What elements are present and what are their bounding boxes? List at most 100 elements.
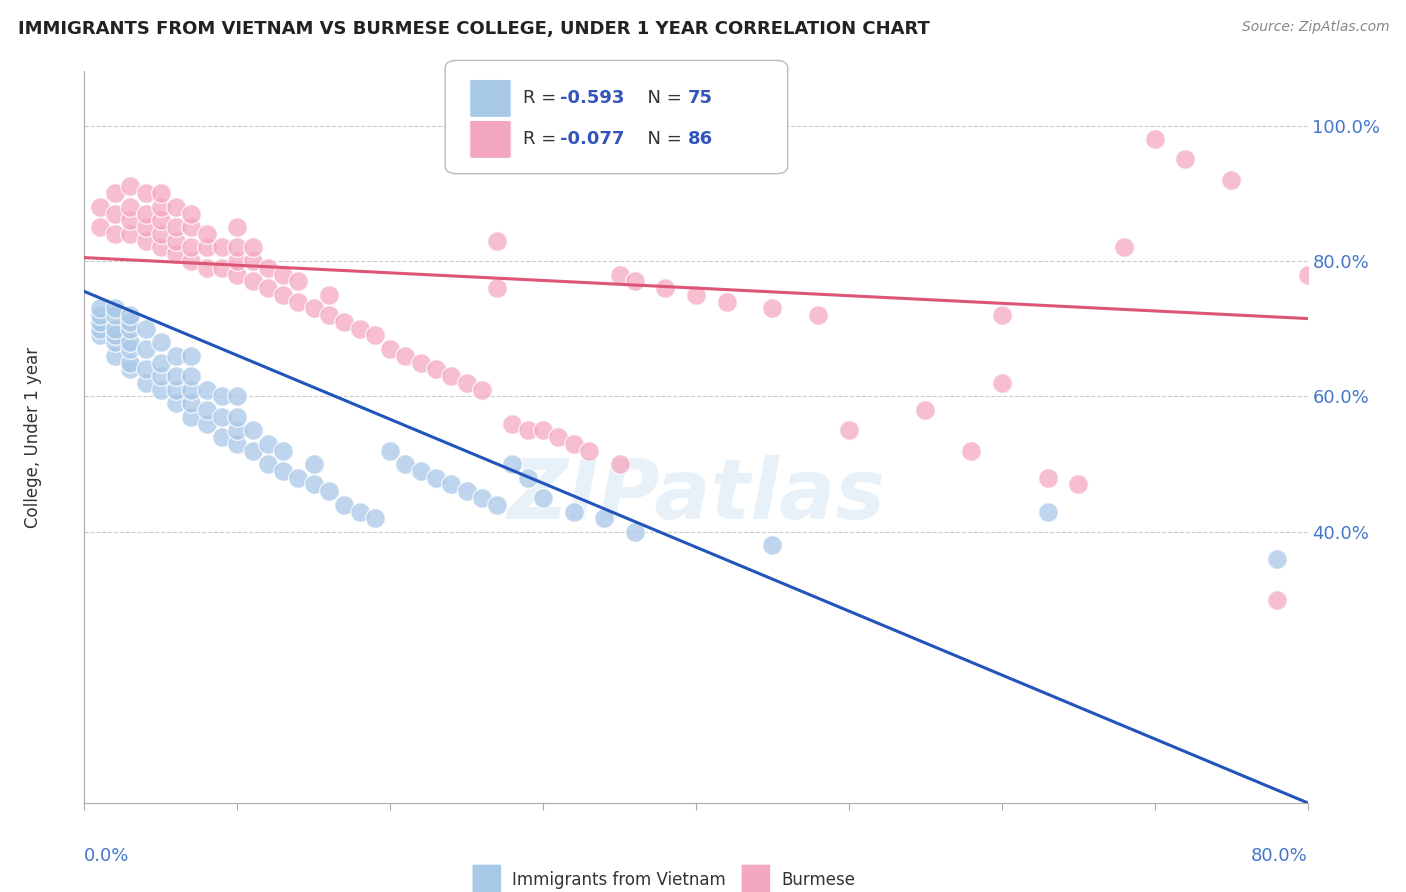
Point [211,430,233,444]
Point [149,383,172,397]
Point [271,288,294,302]
Point [89,308,111,322]
Point [104,335,127,350]
Point [1114,240,1136,254]
Point [654,281,676,295]
Point [180,383,202,397]
Point [104,227,127,241]
Point [318,288,340,302]
Point [104,349,127,363]
Point [287,294,309,309]
Text: Burmese: Burmese [782,871,856,888]
Point [226,268,249,282]
Point [149,335,172,350]
Point [180,206,202,220]
Point [135,234,157,248]
Text: N =: N = [636,89,688,107]
Point [135,322,157,336]
Point [1265,592,1288,607]
Point [180,396,202,410]
Point [135,206,157,220]
Text: 75: 75 [688,89,713,107]
Point [195,417,218,431]
Point [562,505,585,519]
Point [685,288,707,302]
Point [180,240,202,254]
Text: R =: R = [523,130,562,148]
Point [180,220,202,235]
Point [456,484,478,499]
Point [226,423,249,437]
Point [257,260,280,275]
FancyBboxPatch shape [741,864,770,892]
Point [1036,505,1059,519]
Point [226,220,249,235]
Text: N =: N = [636,130,688,148]
Point [120,322,142,336]
Point [89,301,111,316]
Point [409,355,432,369]
Point [516,471,538,485]
Point [242,274,264,288]
Point [165,396,187,410]
Point [226,437,249,451]
Point [531,423,554,437]
Point [380,443,402,458]
Point [394,457,416,471]
Point [531,491,554,505]
Point [609,457,631,471]
Point [471,383,494,397]
Point [1265,552,1288,566]
Point [318,308,340,322]
FancyBboxPatch shape [446,61,787,174]
Point [195,383,218,397]
Point [716,294,738,309]
Point [165,349,187,363]
Point [165,369,187,384]
Point [226,389,249,403]
Point [120,200,142,214]
Point [104,328,127,343]
Point [271,268,294,282]
Point [471,491,494,505]
Point [149,369,172,384]
Point [302,457,325,471]
Point [593,511,616,525]
Point [180,349,202,363]
Point [135,376,157,390]
Point [165,383,187,397]
Point [242,240,264,254]
Point [1036,471,1059,485]
Point [89,315,111,329]
Text: 86: 86 [688,130,713,148]
Point [104,186,127,201]
Point [120,342,142,356]
Point [380,342,402,356]
Point [149,227,172,241]
Point [226,254,249,268]
Point [242,443,264,458]
Point [486,281,509,295]
Point [211,240,233,254]
Point [302,477,325,491]
Point [914,403,936,417]
Point [104,308,127,322]
Point [364,328,387,343]
Point [149,240,172,254]
Point [624,524,647,539]
Point [195,260,218,275]
Point [149,355,172,369]
Point [120,315,142,329]
Point [180,409,202,424]
Point [349,505,371,519]
Point [135,186,157,201]
Point [257,281,280,295]
Point [271,443,294,458]
Point [502,417,524,431]
Point [120,227,142,241]
Text: 0.0%: 0.0% [84,847,129,864]
Point [120,179,142,194]
FancyBboxPatch shape [472,864,502,892]
Point [211,389,233,403]
Point [1067,477,1090,491]
